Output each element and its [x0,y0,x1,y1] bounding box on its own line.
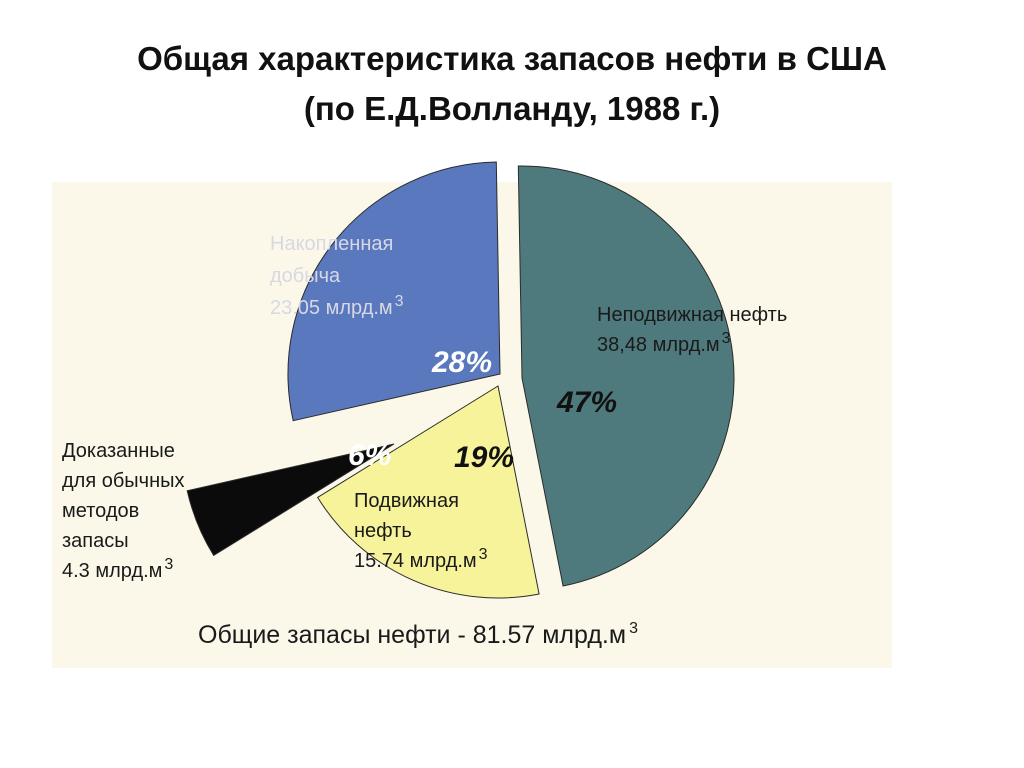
slide-title: Общая характеристика запасов нефти в США… [0,34,1024,134]
percent-label-cumulative: 28% [431,346,492,379]
pie-slice-immobile [517,165,735,587]
percent-label-proven: 6% [348,439,391,472]
pie-chart: 47% Неподвижная нефть 38,48 млрд.м 3 19% Подв… [62,161,787,649]
title-line-2: (по Е.Д.Волланду, 1988 г.) [303,90,721,127]
slice-label-proven: Доказанные для обычных методов запасы 4.3 мл… [62,440,185,582]
pie-slice-mobile [316,385,540,599]
slice-label-mobile: Подвижная нефть 15.74 млрд.м 3 [354,490,488,572]
total-reserves-label: Общие запасы нефти - 81.57 млрд.м 3 [198,620,638,649]
slice-label-immobile: Неподвижная нефть 38,48 млрд.м 3 [597,304,787,356]
title-line-1: Общая характеристика запасов нефти в США [137,40,887,77]
pie-slice-cumulative [287,161,501,422]
percent-label-mobile: 19% [454,441,514,474]
percent-label-immobile: 47% [556,386,617,419]
slice-label-cumulative: Накопленная добыча 23.05 млрд.м 3 [270,233,404,319]
pie-slice-proven [186,443,395,557]
chart-panel: 47% Неподвижная нефть 38,48 млрд.м 3 19% Подв… [52,161,892,668]
